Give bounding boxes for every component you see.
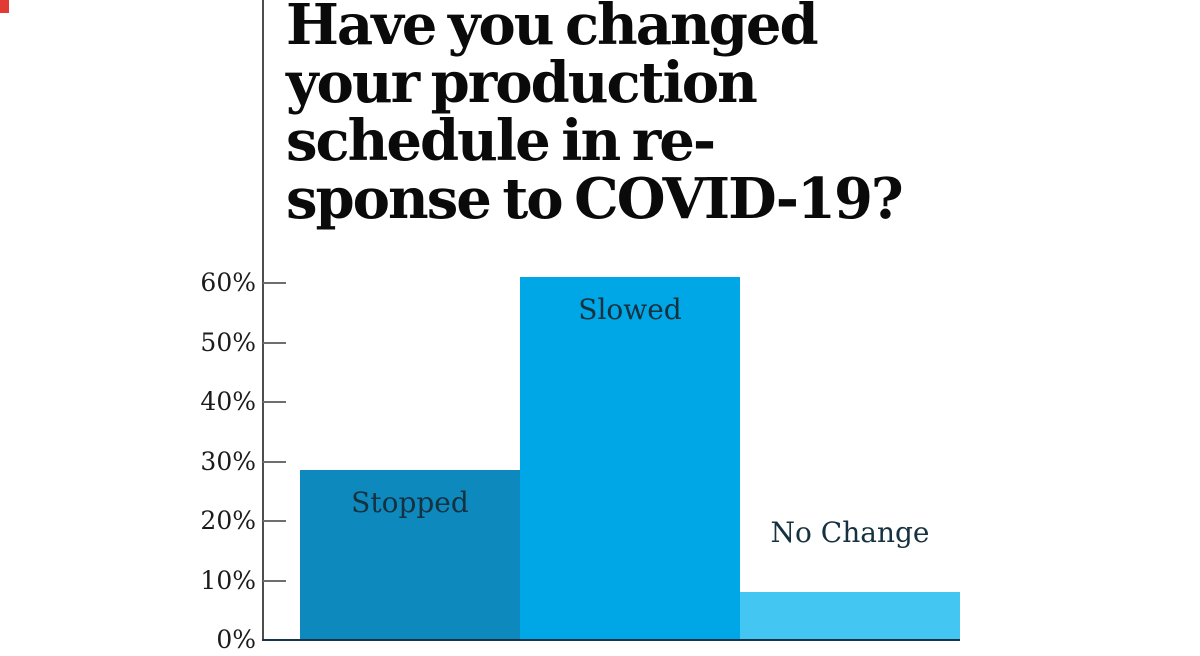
y-tick-label-60%: 60%	[200, 268, 256, 297]
x-axis-baseline	[262, 638, 960, 641]
title-line-2: your production	[286, 50, 758, 116]
y-tick-line-50%	[263, 341, 286, 344]
bar-no-change	[740, 592, 960, 640]
y-tick-line-40%	[263, 401, 286, 403]
y-tick-label-50%: 50%	[200, 327, 256, 357]
bar-label-stopped: Stopped	[351, 486, 469, 520]
bar-slowed	[520, 277, 740, 640]
title-line-3: schedule in re-	[286, 108, 716, 174]
y-tick-line-30%	[263, 460, 286, 463]
y-tick-label-20%: 20%	[200, 506, 256, 535]
y-tick-label-40%: 40%	[200, 387, 256, 416]
title-line-4: sponse to COVID-19?	[286, 166, 904, 232]
y-tick-label-30%: 30%	[200, 446, 256, 476]
y-tick-line-10%	[263, 579, 286, 582]
y-axis-line	[262, 0, 264, 641]
bar-label-slowed: Slowed	[578, 293, 682, 327]
bar-stopped	[300, 470, 520, 640]
y-tick-line-20%	[263, 520, 286, 522]
y-tick-label-0%: 0%	[216, 625, 256, 654]
bar-label-no-change: No Change	[770, 516, 930, 550]
title-line-1: Have you changed	[286, 0, 819, 58]
y-tick-line-60%	[263, 282, 286, 284]
chart-title: Have you changed your production schedul…	[286, 0, 904, 232]
y-tick-label-10%: 10%	[200, 565, 256, 595]
red-corner-mark	[0, 0, 9, 13]
